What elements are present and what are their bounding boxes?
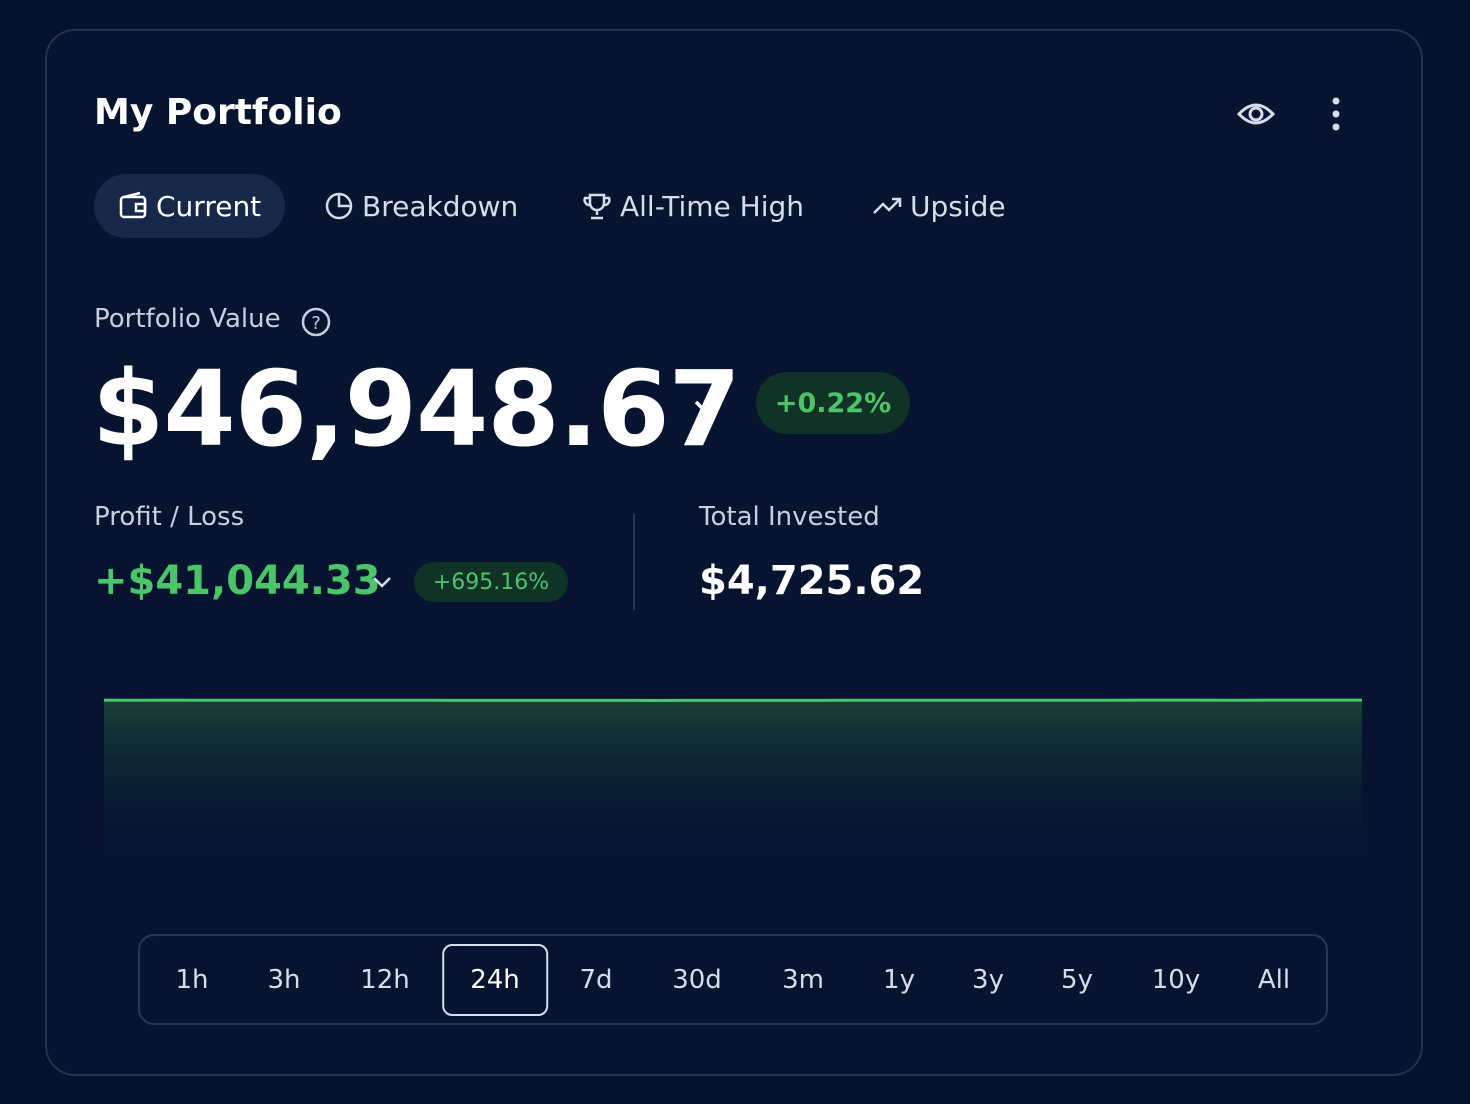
divider bbox=[633, 514, 635, 610]
tab[interactable]: Breakdown bbox=[300, 174, 542, 238]
range-button[interactable]: 12h bbox=[360, 965, 410, 995]
value-change-badge: +0.22% bbox=[756, 372, 910, 434]
tab-label: Upside bbox=[910, 189, 1006, 223]
area-fill bbox=[104, 700, 1362, 870]
sparkline-chart bbox=[103, 698, 1363, 870]
range-button[interactable]: 24h bbox=[442, 944, 548, 1016]
tab-label: Current bbox=[156, 189, 262, 223]
profit-change-badge: +695.16% bbox=[414, 562, 568, 602]
chevron[interactable] bbox=[692, 396, 724, 420]
title: My Portfolio bbox=[94, 92, 342, 133]
menu-icon[interactable] bbox=[1326, 96, 1346, 132]
tab-icon bbox=[119, 191, 147, 219]
total-invested-value: $4,725.62 bbox=[699, 558, 925, 604]
portfolio-value-label: Portfolio Value bbox=[94, 304, 281, 334]
tab-label: All-Time High bbox=[620, 189, 805, 223]
range-button[interactable]: 5y bbox=[1061, 965, 1093, 995]
range-button[interactable]: 3y bbox=[972, 965, 1004, 995]
tab[interactable]: Current bbox=[94, 174, 286, 238]
tab[interactable]: Upside bbox=[848, 174, 1030, 238]
range-button[interactable]: All bbox=[1257, 965, 1291, 995]
range-button[interactable]: 10y bbox=[1151, 965, 1201, 995]
range-button[interactable]: 7d bbox=[579, 965, 613, 995]
tab-icon bbox=[873, 197, 902, 214]
tab[interactable]: All-Time High bbox=[558, 174, 828, 238]
tab-label: Breakdown bbox=[362, 189, 519, 223]
range-selector bbox=[138, 934, 1328, 1025]
range-button[interactable]: 3h bbox=[267, 965, 301, 995]
svg-text:?: ? bbox=[311, 313, 321, 334]
help-icon[interactable]: ? bbox=[300, 306, 332, 338]
total-invested-label: Total Invested bbox=[699, 502, 880, 532]
range-button[interactable]: 30d bbox=[672, 965, 722, 995]
range-button[interactable]: 1h bbox=[175, 965, 209, 995]
profit-loss-label: Profit / Loss bbox=[94, 502, 245, 532]
range-button[interactable]: 3m bbox=[782, 965, 824, 995]
tab-icon bbox=[583, 193, 611, 220]
portfolio-value: $46,948.67 bbox=[92, 348, 741, 470]
tab-icon bbox=[325, 192, 353, 220]
profit-loss-value: +$41,044.33 bbox=[94, 558, 381, 604]
range-button[interactable]: 1y bbox=[883, 965, 915, 995]
eye-icon[interactable] bbox=[1236, 96, 1276, 132]
chevron[interactable] bbox=[370, 574, 394, 592]
